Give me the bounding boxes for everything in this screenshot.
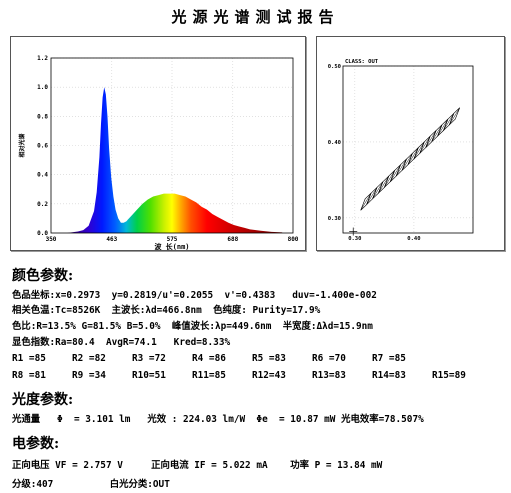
ri-value: R7 =85 [372, 353, 406, 364]
ri-value: R9 =34 [72, 370, 106, 381]
measured-point-marker [349, 227, 358, 236]
x-tick-label: 463 [106, 236, 117, 243]
color-bin-hatch [395, 158, 407, 177]
ri-value: R3 =72 [132, 353, 166, 364]
plot-frame [50, 57, 294, 234]
spectrum-chart-panel: 0.0 0.2 0.4 0.6 0.8 1.0 1.2 350 463 575 688 800 波 长… [10, 36, 306, 251]
y-tick-label: 0.4 [37, 172, 48, 179]
color-bin-hatch [390, 164, 401, 182]
class-label: CLASS: OUT [345, 59, 379, 65]
plot-frame [342, 65, 474, 234]
x-tick-label: 0.30 [348, 236, 361, 242]
color-bin-hatch [378, 175, 390, 194]
y-tick-label: 1.2 [37, 55, 48, 62]
color-bin-hatch [372, 181, 384, 199]
color-bin-hatch [407, 147, 419, 165]
y-tick-label: 0.40 [328, 140, 341, 146]
ri-value: R6 =70 [312, 353, 346, 364]
ri-value: R12=43 [252, 370, 286, 381]
y-tick-label: 1.0 [37, 84, 48, 91]
color-bin-hatch [419, 136, 431, 154]
x-tick-label: 575 [167, 236, 178, 243]
spectrum-area [67, 87, 283, 233]
color-bin-hatch [413, 141, 425, 160]
spectrum-chart: 0.0 0.2 0.4 0.6 0.8 1.0 1.2 350 463 575 688 800 波 长… [18, 55, 299, 251]
color-bin-hatch [425, 130, 437, 148]
y-tick-label: 0.2 [37, 201, 48, 208]
y-axis-label: 相对光谱 [18, 133, 26, 157]
ri-value: R2 =82 [72, 353, 106, 364]
color-bin-hatch [401, 153, 413, 171]
color-bin-hatch [437, 119, 449, 137]
ri-value: R13=83 [312, 370, 346, 381]
report-title: 光源光谱测试报告 [171, 8, 340, 26]
photometric-line: 光通量 Φ = 3.101 lm 光效 : 224.03 lm/W Φe = 1… [12, 414, 424, 425]
chromaticity-chart: 0.30 0.40 0.50 0.30 0.40 CLASS: OUT [328, 59, 474, 242]
electrical-heading: 电参数: [12, 436, 60, 452]
cct-line: 相关色温:Tc=8526K 主波长:λd=466.8nm 色纯度: Purity… [12, 305, 321, 316]
photometric-heading: 光度参数: [12, 392, 74, 408]
ri-value: R10=51 [132, 370, 166, 381]
electrical-line: 正向电压 VF = 2.757 V 正向电流 IF = 5.022 mA 功率 … [12, 460, 383, 471]
color-ratio-line: 色比:R=13.5% G=81.5% B=5.0% 峰值波长:λp=449.6n… [12, 321, 373, 332]
y-tick-label: 0.8 [37, 113, 48, 120]
color-bin-hatch [449, 107, 460, 125]
color-bin-hatch [431, 124, 443, 143]
bin-line: 分级:407 白光分类:OUT [12, 479, 170, 490]
x-axis-label: 波 长(nm) [154, 242, 189, 250]
chromaticity-chart-panel: 0.30 0.40 0.50 0.30 0.40 CLASS: OUT [316, 36, 505, 251]
color-bin-hatch [384, 170, 395, 188]
chromaticity-line: 色品坐标:x=0.2973 y=0.2819/u'=0.2055 v'=0.43… [12, 290, 377, 301]
y-tick-label: 0.30 [328, 216, 341, 222]
y-tick-label: 0.50 [328, 64, 341, 70]
ri-value: R15=89 [432, 370, 466, 381]
ri-value: R4 =86 [192, 353, 226, 364]
ri-value: R5 =83 [252, 353, 286, 364]
ri-value: R1 =85 [12, 353, 46, 364]
x-tick-label: 688 [227, 236, 238, 243]
y-tick-label: 0.6 [37, 143, 48, 150]
color-params-heading: 颜色参数: [12, 268, 74, 284]
ri-value: R11=85 [192, 370, 226, 381]
cri-line: 显色指数:Ra=80.4 AvgR=74.1 Kred=8.33% [12, 337, 231, 348]
color-bin-hatch [360, 193, 372, 211]
color-bin-hatch [443, 113, 455, 131]
y-tick-label: 0.0 [37, 230, 48, 237]
color-bin-hatch [366, 187, 378, 205]
ri-value: R8 =81 [12, 370, 46, 381]
x-tick-label: 800 [288, 236, 299, 243]
x-tick-label: 0.40 [407, 236, 420, 242]
ri-value: R14=83 [372, 370, 406, 381]
x-tick-label: 350 [46, 236, 57, 243]
